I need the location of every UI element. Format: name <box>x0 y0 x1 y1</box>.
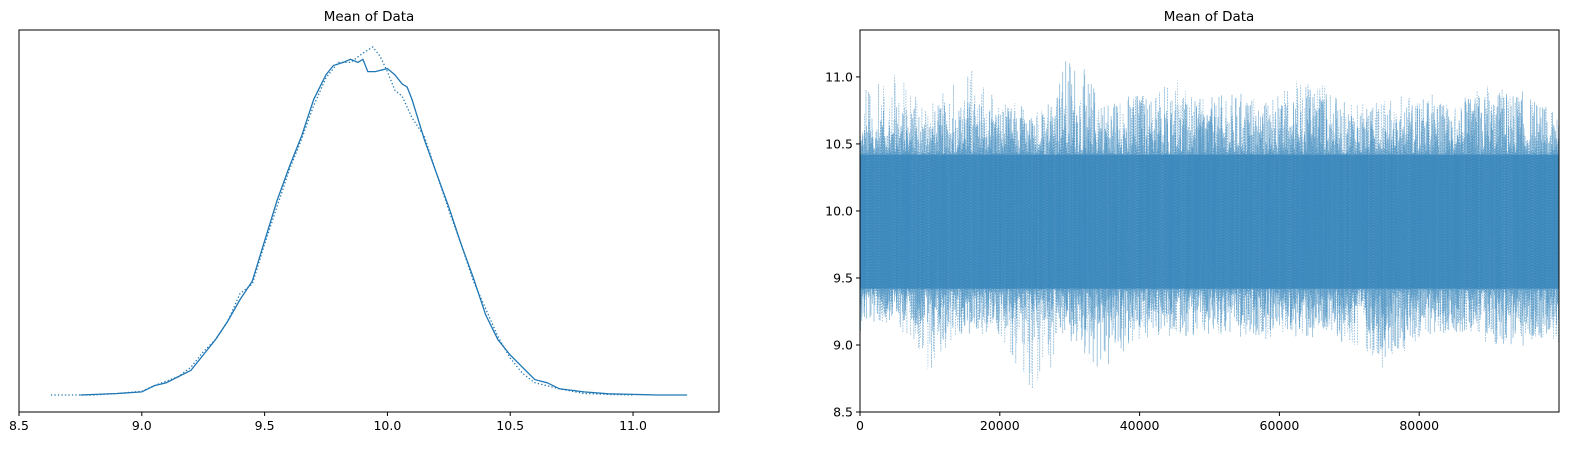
density-axes-frame <box>18 29 720 413</box>
trace-y-tick-label: 10.0 <box>825 203 853 218</box>
trace-x-tick-label: 0 <box>856 418 864 433</box>
trace-y-tick-label: 8.5 <box>833 405 853 420</box>
trace-x-tick-label: 40000 <box>1120 418 1160 433</box>
density-x-tick-label: 10.5 <box>496 418 524 433</box>
density-chart-title: Mean of Data <box>324 9 415 25</box>
trace-y-tick-label: 11.0 <box>825 69 853 84</box>
trace-chart-title: Mean of Data <box>1164 9 1255 25</box>
density-series-dotted <box>50 46 634 396</box>
trace-plot-area <box>859 61 1560 389</box>
density-x-tick-label: 10.0 <box>373 418 401 433</box>
density-series-solid <box>80 58 688 396</box>
trace-y-tick-label: 9.5 <box>833 270 853 285</box>
density-x-tick-label: 9.0 <box>132 418 152 433</box>
trace-axes-frame <box>859 29 1560 413</box>
trace-series-dotted <box>859 70 1560 389</box>
density-x-tick-label: 11.0 <box>619 418 647 433</box>
density-x-axis: 8.5 9.0 9.5 10.0 10.5 11.0 <box>9 412 647 433</box>
trace-panel: Mean of Data 0 20000 40000 60000 80000 8.5 9.… <box>825 9 1560 433</box>
trace-x-tick-label: 20000 <box>980 418 1020 433</box>
density-x-tick-label: 9.5 <box>255 418 275 433</box>
density-x-tick-label: 8.5 <box>9 418 29 433</box>
trace-x-tick-label: 60000 <box>1260 418 1300 433</box>
trace-x-axis: 0 20000 40000 60000 80000 <box>856 412 1439 433</box>
trace-x-tick-label: 80000 <box>1399 418 1439 433</box>
trace-y-axis: 8.5 9.0 9.5 10.0 10.5 11.0 <box>825 69 860 420</box>
trace-y-tick-label: 10.5 <box>825 136 853 151</box>
density-plot-area <box>50 46 688 396</box>
trace-y-tick-label: 9.0 <box>833 337 853 352</box>
density-panel: Mean of Data 8.5 9.0 9.5 10.0 10.5 11.0 <box>9 9 720 433</box>
